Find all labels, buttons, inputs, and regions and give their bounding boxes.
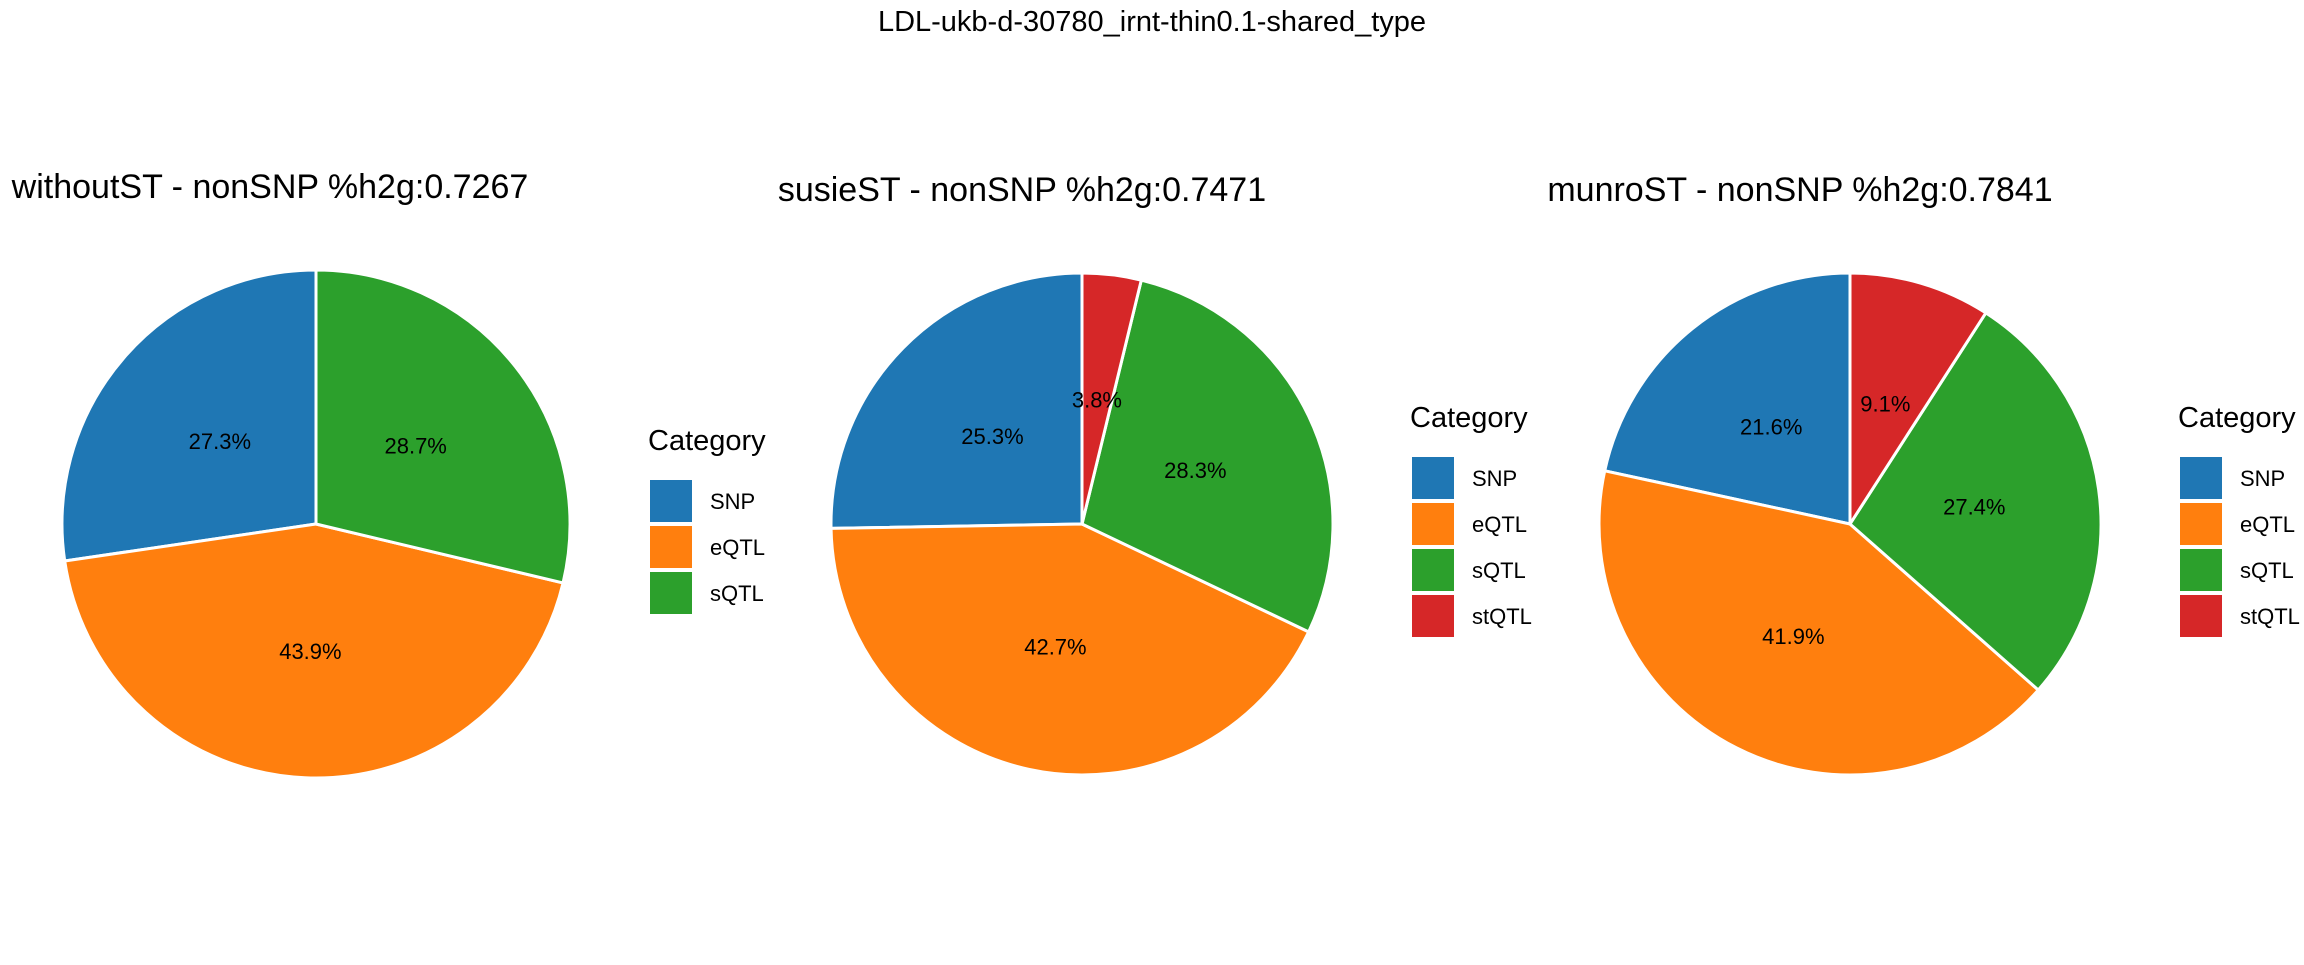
legend: Category SNP eQTL sQTL [648,425,766,614]
legend-label: eQTL [710,535,765,560]
pie-wedges [829,271,1335,777]
legend-label: SNP [1472,466,1517,491]
legend-key-snp [1412,457,1454,499]
legend-title: Category [648,425,766,457]
legend-key-eqtl [2180,503,2222,545]
legend-key-snp [2180,457,2222,499]
slice-label: 43.9% [279,639,341,664]
legend-label: sQTL [710,581,764,606]
pie-labels: 21.6% 41.9% 27.4% 9.1% [1740,392,2005,649]
pie-slice-snp [1603,271,1852,526]
legend-label: stQTL [1472,604,1532,629]
legend-title: Category [2178,402,2296,434]
slice-label: 28.3% [1164,458,1226,483]
legend: Category SNP eQTL sQTL stQTL [2178,402,2300,637]
pie-slice-eqtl [1597,469,2040,777]
slice-label: 9.1% [1860,392,1910,417]
legend-label: sQTL [2240,558,2294,583]
legend-label: eQTL [2240,512,2295,537]
legend-key-snp [650,480,692,522]
slice-label: 42.7% [1024,635,1086,660]
pie-panel: susieST - nonSNP %h2g:0.7471 25.3% 42.7% 28… [778,171,1532,777]
legend-key-eqtl [1412,503,1454,545]
pie-panel: withoutST - nonSNP %h2g:0.7267 27.3% 43.9%… [11,168,766,780]
legend-key-sqtl [650,572,692,614]
pie-labels: 25.3% 42.7% 28.3% 3.8% [961,387,1226,659]
pie-slice-snp [60,268,318,563]
legend-label: sQTL [1472,558,1526,583]
slice-label: 27.4% [1943,495,2005,520]
legend-title: Category [1410,402,1528,434]
slice-label: 25.3% [961,424,1023,449]
pie-slice-stqtl [1080,271,1143,526]
pie-title: susieST - nonSNP %h2g:0.7471 [778,171,1266,209]
slice-label: 21.6% [1740,414,1802,439]
pie-panel: munroST - nonSNP %h2g:0.7841 21.6% 41.9% 27… [1547,171,2300,777]
pie-wedges [60,268,572,780]
legend: Category SNP eQTL sQTL stQTL [1410,402,1532,637]
legend-label: SNP [710,489,755,514]
slice-label: 41.9% [1762,624,1824,649]
pie-slice-sqtl [1848,311,2103,692]
legend-label: stQTL [2240,604,2300,629]
pie-slice-eqtl [829,522,1311,777]
legend-key-sqtl [2180,549,2222,591]
pie-slice-snp [829,271,1084,530]
pie-title: withoutST - nonSNP %h2g:0.7267 [11,168,529,206]
figure-title: LDL-ukb-d-30780_irnt-thin0.1-shared_type [878,6,1426,38]
legend-key-eqtl [650,526,692,568]
pie-slice-stqtl [1848,271,1988,526]
slice-label: 28.7% [384,433,446,458]
slice-label: 27.3% [189,429,251,454]
legend-key-sqtl [1412,549,1454,591]
pie-wedges [1597,271,2103,777]
pie-labels: 27.3% 43.9% 28.7% [189,429,447,664]
pie-slice-sqtl [1080,278,1335,634]
legend-label: eQTL [1472,512,1527,537]
legend-key-stqtl [2180,595,2222,637]
pie-slice-sqtl [314,268,572,585]
pie-slice-eqtl [63,522,565,780]
slice-label: 3.8% [1072,387,1122,412]
pie-title: munroST - nonSNP %h2g:0.7841 [1547,171,2052,209]
legend-label: SNP [2240,466,2285,491]
legend-key-stqtl [1412,595,1454,637]
